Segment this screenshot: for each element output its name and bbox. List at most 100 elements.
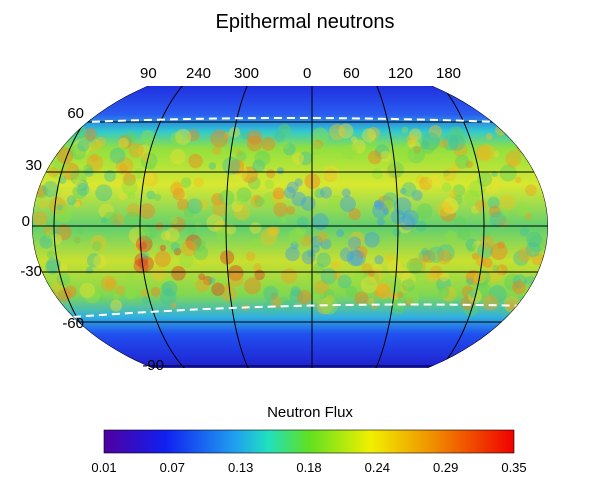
texture: [454, 216, 466, 228]
texture: [267, 226, 278, 237]
texture: [91, 185, 97, 191]
texture: [443, 168, 456, 181]
texture: [170, 217, 178, 225]
texture: [57, 204, 63, 210]
title: Epithermal neutrons: [216, 11, 395, 33]
texture: [170, 149, 185, 164]
texture: [406, 134, 416, 144]
texture: [266, 169, 275, 178]
texture: [255, 151, 271, 167]
texture: [482, 258, 492, 268]
texture: [428, 174, 440, 186]
texture: [420, 140, 429, 149]
texture: [209, 162, 217, 170]
colorbar-tick-label: 0.07: [160, 460, 185, 475]
texture: [229, 273, 243, 287]
texture: [329, 124, 345, 140]
colorbar-title: Neutron Flux: [267, 404, 353, 421]
texture: [134, 258, 149, 273]
longitude-label: 180: [436, 65, 461, 82]
colorbar-tick-label: 0.13: [228, 460, 253, 475]
texture: [129, 143, 144, 158]
texture: [354, 291, 368, 305]
texture: [181, 241, 197, 257]
texture: [292, 152, 304, 164]
texture: [160, 245, 166, 251]
colorbar-tick-label: 0.29: [433, 460, 458, 475]
texture: [316, 253, 331, 268]
texture: [374, 200, 382, 208]
texture: [274, 131, 285, 142]
texture: [307, 273, 316, 282]
texture: [533, 132, 543, 142]
texture: [262, 137, 276, 151]
texture: [348, 236, 361, 249]
texture: [301, 196, 316, 211]
texture: [402, 127, 409, 134]
latitude-label: 0: [22, 213, 30, 230]
texture: [523, 144, 536, 157]
texture: [297, 217, 309, 229]
texture: [86, 266, 93, 273]
texture: [46, 230, 55, 239]
texture: [515, 177, 521, 183]
texture: [285, 247, 299, 261]
latitude-label: -30: [20, 263, 42, 280]
texture: [126, 273, 134, 281]
texture: [377, 218, 385, 226]
texture: [236, 197, 244, 205]
texture: [362, 263, 373, 274]
texture: [83, 164, 93, 174]
texture: [478, 144, 496, 162]
texture: [338, 275, 352, 289]
texture: [457, 227, 470, 240]
texture: [373, 291, 379, 297]
texture: [39, 295, 52, 308]
texture: [387, 260, 402, 275]
texture: [499, 194, 515, 210]
colorbar-tick-label: 0.24: [365, 460, 390, 475]
texture: [449, 190, 458, 199]
texture: [439, 139, 448, 148]
texture: [281, 217, 287, 223]
texture: [368, 151, 382, 165]
texture: [398, 146, 414, 162]
texture: [110, 148, 126, 164]
texture: [254, 270, 265, 281]
colorbar-tick-label: 0.35: [501, 460, 526, 475]
texture: [282, 141, 290, 149]
texture: [342, 188, 351, 197]
texture: [236, 151, 247, 162]
texture: [210, 130, 228, 148]
texture: [121, 179, 137, 195]
texture: [273, 188, 285, 200]
texture: [246, 251, 256, 261]
texture: [361, 276, 378, 293]
texture: [93, 255, 106, 268]
texture: [175, 129, 191, 145]
texture: [193, 177, 203, 187]
texture: [254, 196, 264, 206]
texture: [115, 285, 125, 295]
texture: [187, 226, 196, 235]
texture: [119, 164, 127, 172]
texture: [526, 288, 542, 304]
texture: [402, 182, 417, 197]
texture: [67, 195, 77, 205]
map-figure: Epithermal neutrons 90 240 300 0 60 120 …: [0, 0, 595, 478]
texture: [340, 196, 356, 212]
latitude-label: -60: [62, 315, 84, 332]
texture: [39, 200, 48, 209]
texture: [380, 151, 391, 162]
texture: [110, 300, 122, 312]
texture: [436, 201, 451, 216]
texture: [342, 144, 357, 159]
texture: [475, 200, 487, 212]
texture: [512, 281, 526, 295]
texture: [364, 232, 380, 248]
texture: [36, 291, 45, 300]
texture: [438, 287, 449, 298]
map-area: [20, 58, 570, 394]
colorbar-tick-label: 0.18: [296, 460, 321, 475]
texture: [146, 191, 155, 200]
